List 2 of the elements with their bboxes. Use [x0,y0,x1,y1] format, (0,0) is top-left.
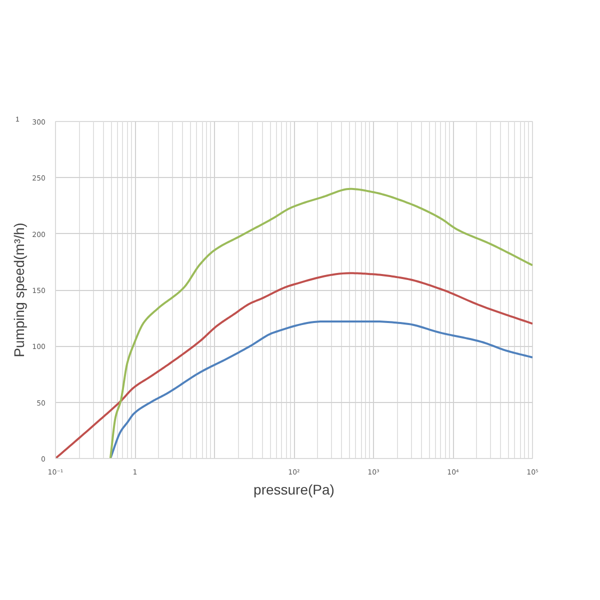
y-axis-title: Pumping speed(m³/h) [11,222,28,358]
x-axis-title: pressure(Pa) [254,482,334,498]
